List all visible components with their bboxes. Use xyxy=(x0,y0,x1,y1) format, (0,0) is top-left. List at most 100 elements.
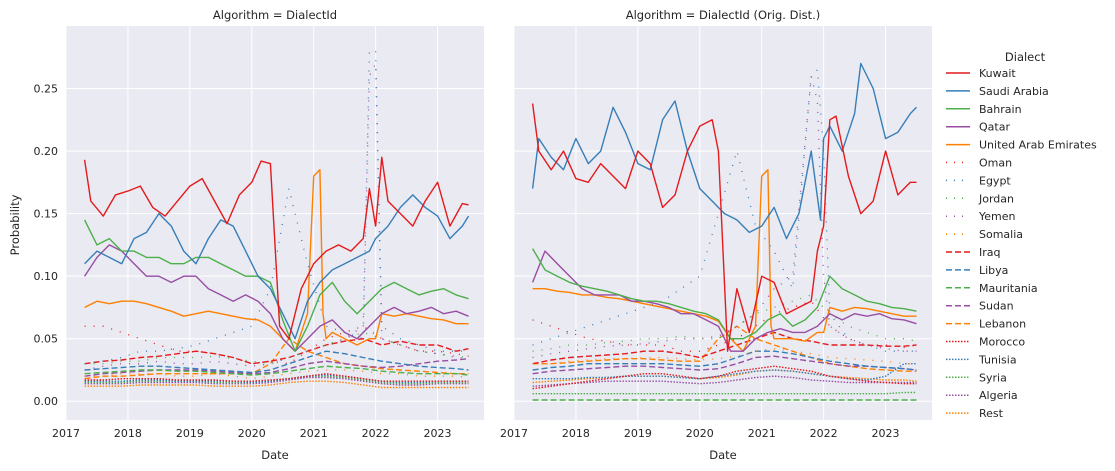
series-line-iraq xyxy=(532,331,917,365)
x-tick-label: 2019 xyxy=(624,427,652,440)
legend-label: Qatar xyxy=(979,121,1010,134)
legend-item: Somalia xyxy=(946,228,1023,241)
series-line-yemen xyxy=(532,75,917,359)
x-axis-label: Date xyxy=(709,448,737,462)
legend-label: Oman xyxy=(979,157,1012,170)
legend-item: Jordan xyxy=(946,192,1014,205)
legend-item: Tunisia xyxy=(946,353,1017,366)
legend-label: United Arab Emirates xyxy=(979,139,1097,152)
series-line-united-arab-emirates xyxy=(84,169,469,352)
legend-item: Bahrain xyxy=(946,103,1022,116)
legend-item: Yemen xyxy=(946,210,1016,223)
legend-label: Jordan xyxy=(978,192,1014,205)
legend-label: Algeria xyxy=(979,389,1018,402)
legend-label: Sudan xyxy=(979,300,1014,313)
series-line-libya xyxy=(532,350,917,371)
x-tick-label: 2020 xyxy=(686,427,714,440)
legend-title: Dialect xyxy=(1005,50,1046,64)
panel-title: Algorithm = DialectId (Orig. Dist.) xyxy=(626,8,821,22)
legend-label: Tunisia xyxy=(978,353,1017,366)
legend-item: Mauritania xyxy=(946,282,1038,295)
series-lines xyxy=(531,62,917,401)
series-line-jordan xyxy=(84,331,469,365)
legend-label: Somalia xyxy=(979,228,1023,241)
legend-label: Bahrain xyxy=(979,103,1022,116)
x-tick-label: 2021 xyxy=(300,427,328,440)
legend: Dialect Kuwait Saudi Arabia Bahrain Qatar Un… xyxy=(946,50,1097,420)
panel-2: 2017 2018 2019 2020 2021 2022 2023 Algorithm = … xyxy=(500,8,932,462)
series-line-united-arab-emirates xyxy=(532,169,917,352)
y-axis-label: Probability xyxy=(8,194,22,255)
legend-item: Algeria xyxy=(946,389,1018,402)
legend-item: Lebanon xyxy=(946,318,1026,331)
series-line-egypt xyxy=(84,50,469,365)
series-line-rest xyxy=(84,380,469,389)
x-axis-label: Date xyxy=(261,448,289,462)
legend-item: Qatar xyxy=(946,121,1010,134)
y-tick-label: 0.05 xyxy=(34,333,59,346)
x-tick-label: 2022 xyxy=(362,427,390,440)
legend-label: Syria xyxy=(979,371,1007,384)
legend-item: Iraq xyxy=(946,246,1001,259)
x-tick-label: 2017 xyxy=(500,427,528,440)
plot-area xyxy=(514,26,932,420)
series-line-mauritania xyxy=(84,365,469,376)
series-line-saudi-arabia xyxy=(531,62,917,240)
legend-label: Mauritania xyxy=(979,282,1038,295)
series-line-qatar xyxy=(531,250,917,352)
legend-items: Kuwait Saudi Arabia Bahrain Qatar United Ara… xyxy=(946,67,1097,420)
series-line-kuwait xyxy=(531,103,917,352)
x-tick-label: 2021 xyxy=(748,427,776,440)
panel-title: Algorithm = DialectId xyxy=(213,8,337,22)
legend-label: Iraq xyxy=(979,246,1001,259)
series-line-saudi-arabia xyxy=(84,194,470,340)
series-line-algeria xyxy=(532,375,917,387)
series-lines xyxy=(83,50,470,389)
legend-label: Saudi Arabia xyxy=(979,85,1049,98)
legend-label: Libya xyxy=(979,264,1008,277)
x-tick-label: 2022 xyxy=(810,427,838,440)
legend-item: Syria xyxy=(946,371,1007,384)
series-line-kuwait xyxy=(83,156,469,340)
legend-item: Oman xyxy=(946,157,1012,170)
series-line-algeria xyxy=(84,376,469,386)
series-line-bahrain xyxy=(531,248,917,340)
series-line-qatar xyxy=(84,244,469,352)
legend-label: Lebanon xyxy=(979,318,1026,331)
legend-item: Sudan xyxy=(946,300,1014,313)
legend-label: Rest xyxy=(979,407,1004,420)
series-line-libya xyxy=(84,350,469,374)
series-line-tunisia xyxy=(532,363,917,381)
legend-item: Libya xyxy=(946,264,1008,277)
x-tick-label: 2023 xyxy=(872,427,900,440)
legend-item: Morocco xyxy=(946,336,1025,349)
legend-item: United Arab Emirates xyxy=(946,139,1097,152)
y-tick-label: 0.10 xyxy=(34,270,59,283)
legend-item: Kuwait xyxy=(946,67,1016,80)
x-tick-label: 2018 xyxy=(562,427,590,440)
series-line-syria xyxy=(532,391,917,395)
series-line-morocco xyxy=(84,373,469,382)
x-tick-label: 2018 xyxy=(114,427,142,440)
legend-item: Egypt xyxy=(946,174,1011,187)
legend-item: Rest xyxy=(946,407,1004,420)
y-tick-label: 0.15 xyxy=(34,208,59,221)
series-line-iraq xyxy=(84,338,469,365)
legend-label: Egypt xyxy=(979,174,1011,187)
x-tick-label: 2019 xyxy=(176,427,204,440)
y-tick-label: 0.20 xyxy=(34,145,59,158)
legend-label: Yemen xyxy=(978,210,1016,223)
x-tick-label: 2020 xyxy=(238,427,266,440)
series-line-rest xyxy=(532,369,917,384)
y-tick-label: 0.25 xyxy=(34,83,59,96)
legend-label: Kuwait xyxy=(979,67,1016,80)
x-tick-label: 2023 xyxy=(424,427,452,440)
series-line-sudan xyxy=(532,355,917,375)
legend-label: Morocco xyxy=(979,336,1025,349)
series-line-jordan xyxy=(532,294,917,352)
y-tick-label: 0.00 xyxy=(34,395,59,408)
panels: 2017 2018 2019 2020 2021 2022 2023 0.00 0.05 0.10… xyxy=(34,8,932,462)
series-line-lebanon xyxy=(84,338,469,380)
legend-item: Saudi Arabia xyxy=(946,85,1049,98)
